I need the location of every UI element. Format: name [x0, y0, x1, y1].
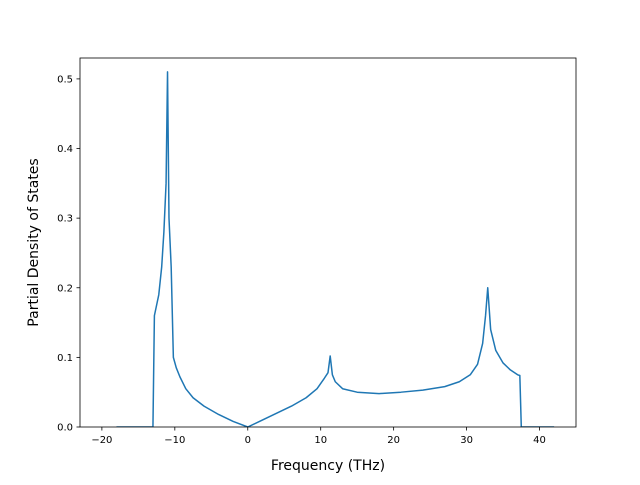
- x-tick-label: −20: [91, 435, 112, 446]
- y-tick-label: 0.3: [57, 214, 73, 225]
- x-tick-label: 20: [387, 435, 400, 446]
- y-tick-label: 0.5: [57, 74, 73, 85]
- axes: −20 −10 0 10 20 30 40 0.0 0.1 0.2 0.3 0.4 0.5: [57, 57, 577, 446]
- plot-area: [116, 71, 555, 427]
- x-axis-label: Frequency (THz): [271, 458, 385, 474]
- x-tick-label: 40: [533, 435, 546, 446]
- y-tick-label: 0.0: [57, 423, 73, 434]
- x-tick-label: 0: [245, 435, 251, 446]
- y-axis-label: Partial Density of States: [26, 158, 42, 326]
- y-tick-label: 0.4: [57, 144, 73, 155]
- x-tick-label: 30: [460, 435, 473, 446]
- y-tick-label: 0.2: [57, 283, 73, 294]
- x-tick-label: 10: [314, 435, 327, 446]
- x-tick-label: −10: [164, 435, 185, 446]
- axes-frame: [79, 57, 577, 428]
- y-tick-label: 0.1: [57, 353, 73, 364]
- series-line-0: [116, 71, 555, 427]
